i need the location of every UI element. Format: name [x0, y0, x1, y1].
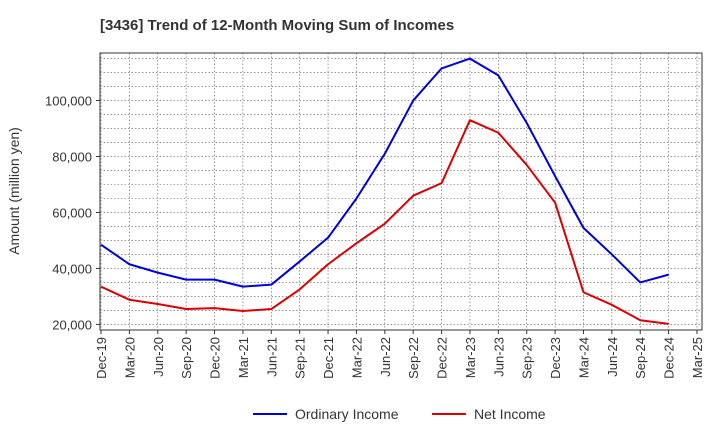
x-tick-label: Dec-24 [662, 337, 677, 379]
x-tick-label: Mar-22 [349, 337, 364, 378]
grid [100, 53, 702, 330]
x-tick-label: Dec-21 [321, 337, 336, 379]
x-tick-label: Mar-23 [463, 337, 478, 378]
y-tick-label: 60,000 [52, 205, 92, 220]
series-line-net-income [100, 119, 669, 325]
y-axis-label: Amount (million yen) [6, 127, 22, 255]
chart-title: [3436] Trend of 12-Month Moving Sum of I… [100, 17, 454, 34]
y-tick-label: 100,000 [45, 94, 92, 109]
legend-label-ordinary-income: Ordinary Income [295, 406, 399, 422]
x-tick-label: Mar-20 [122, 337, 137, 378]
series-line-ordinary-income [100, 57, 669, 288]
legend-label-net-income: Net Income [474, 406, 546, 422]
x-tick-label: Sep-23 [520, 337, 535, 379]
x-tick-label: Dec-22 [435, 337, 450, 379]
x-tick-label: Dec-19 [94, 337, 109, 379]
x-tick-label: Jun-22 [378, 337, 393, 377]
y-tick-label: 40,000 [52, 261, 92, 276]
x-tick-label: Jun-20 [151, 337, 166, 377]
x-tick-label: Mar-25 [690, 337, 705, 378]
x-tick-label: Jun-24 [605, 337, 620, 377]
x-tick-label: Dec-23 [548, 337, 563, 379]
x-tick-label: Sep-24 [633, 337, 648, 379]
legend: Ordinary Income Net Income [253, 406, 546, 422]
x-axis-ticks: Dec-19 Mar-20 Jun-20 Sep-20 Dec-20 Mar-21 Jun-… [94, 330, 705, 379]
y-tick-label: 20,000 [52, 317, 92, 332]
x-tick-label: Mar-21 [236, 337, 251, 378]
x-tick-label: Sep-20 [179, 337, 194, 379]
y-tick-label: 80,000 [52, 150, 92, 165]
x-tick-label: Jun-21 [264, 337, 279, 377]
series-lines [100, 57, 669, 325]
x-tick-label: Dec-20 [208, 337, 223, 379]
plot-area [99, 52, 703, 331]
x-tick-label: Sep-21 [293, 337, 308, 379]
x-tick-label: Mar-24 [576, 337, 591, 378]
x-tick-label: Jun-23 [491, 337, 506, 377]
y-axis-ticks: 20,000 40,000 60,000 80,000 100,000 [45, 94, 100, 332]
x-tick-label: Sep-22 [406, 337, 421, 379]
